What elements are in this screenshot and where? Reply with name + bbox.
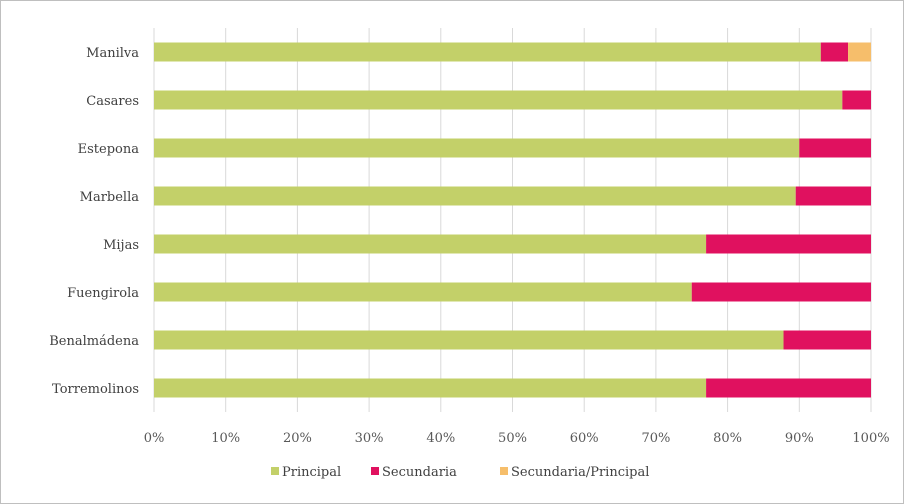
category-label: Casares [86,94,139,109]
bar-segment [848,42,871,62]
x-tick-label: 80% [713,431,742,446]
x-tick-label: 100% [852,431,889,446]
bar-segment [706,234,871,254]
category-label: Estepona [78,142,140,157]
category-label: Fuengirola [67,286,139,301]
category-label: Torremolinos [52,382,139,397]
legend-label: Secundaria [382,465,457,480]
category-labels: Manilva Casares Estepona Marbella Mijas Fueng… [49,46,139,397]
bar-segment [691,282,871,302]
bar-segment [783,330,871,350]
bar-segment [842,90,871,110]
category-label: Marbella [80,190,140,205]
bar-segment [154,282,692,302]
legend: Principal Secundaria Secundaria/Principal [271,465,649,480]
x-tick-label: 50% [498,431,527,446]
x-tick-label: 70% [641,431,670,446]
bar-segment [706,378,871,398]
x-tick-label: 20% [283,431,312,446]
legend-swatch [271,467,279,475]
bar-segment [154,330,784,350]
legend-swatch [500,467,508,475]
x-tick-label: 60% [570,431,599,446]
x-tick-label: 0% [144,431,165,446]
bar-segment [154,186,796,206]
bar-segment [820,42,849,62]
category-label: Benalmádena [49,334,139,349]
bar-segment [154,138,800,158]
bar-segment [154,42,821,62]
bar-segment [154,234,707,254]
x-tick-labels: 0% 10% 20% 30% 40% 50% 60% 70% 80% 90% 100% [144,431,890,446]
x-tick-label: 90% [785,431,814,446]
bars [154,42,871,398]
gridlines [153,28,872,412]
x-tick-label: 30% [355,431,384,446]
bar-segment [154,90,843,110]
category-label: Mijas [103,238,139,253]
legend-swatch [371,467,379,475]
bar-segment [799,138,871,158]
legend-label: Secundaria/Principal [511,465,649,480]
category-label: Manilva [86,46,139,61]
bar-segment [795,186,871,206]
x-tick-label: 10% [211,431,240,446]
bar-segment [154,378,707,398]
x-tick-label: 40% [426,431,455,446]
legend-label: Principal [282,465,341,480]
